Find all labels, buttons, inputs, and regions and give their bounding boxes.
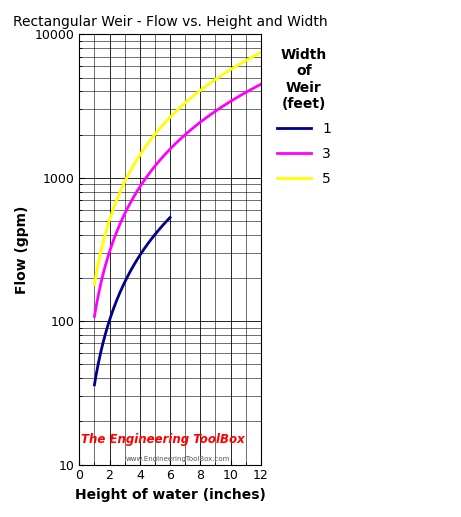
5 — [92, 282, 97, 288]
3 — [232, 96, 237, 102]
Title: Rectangular Weir - Flow vs. Height and Width: Rectangular Weir - Flow vs. Height and W… — [13, 15, 327, 29]
1 — [137, 253, 142, 259]
5 — [92, 278, 98, 284]
Text: www.EngineeringToolBox.com: www.EngineeringToolBox.com — [125, 455, 230, 462]
Line: 3: 3 — [95, 84, 261, 316]
X-axis label: Height of water (inches): Height of water (inches) — [75, 488, 266, 502]
1 — [136, 253, 142, 260]
3 — [190, 125, 196, 131]
3 — [92, 310, 98, 316]
1 — [92, 380, 97, 386]
3 — [258, 81, 264, 87]
1 — [160, 222, 166, 228]
3 — [194, 122, 199, 128]
Legend: 1, 3, 5: 1, 3, 5 — [270, 41, 338, 193]
3 — [242, 89, 248, 96]
1 — [138, 251, 143, 257]
1 — [155, 227, 161, 234]
Line: 1: 1 — [95, 218, 170, 385]
1 — [92, 382, 97, 388]
3 — [92, 313, 97, 320]
5 — [232, 64, 237, 70]
5 — [242, 58, 248, 64]
5 — [258, 50, 264, 56]
5 — [190, 93, 196, 99]
5 — [194, 90, 199, 97]
5 — [191, 93, 196, 99]
1 — [167, 215, 173, 221]
Line: 5: 5 — [95, 53, 261, 285]
3 — [191, 125, 196, 131]
Text: The Engineering ToolBox: The Engineering ToolBox — [81, 433, 244, 446]
Y-axis label: Flow (gpm): Flow (gpm) — [15, 205, 29, 294]
